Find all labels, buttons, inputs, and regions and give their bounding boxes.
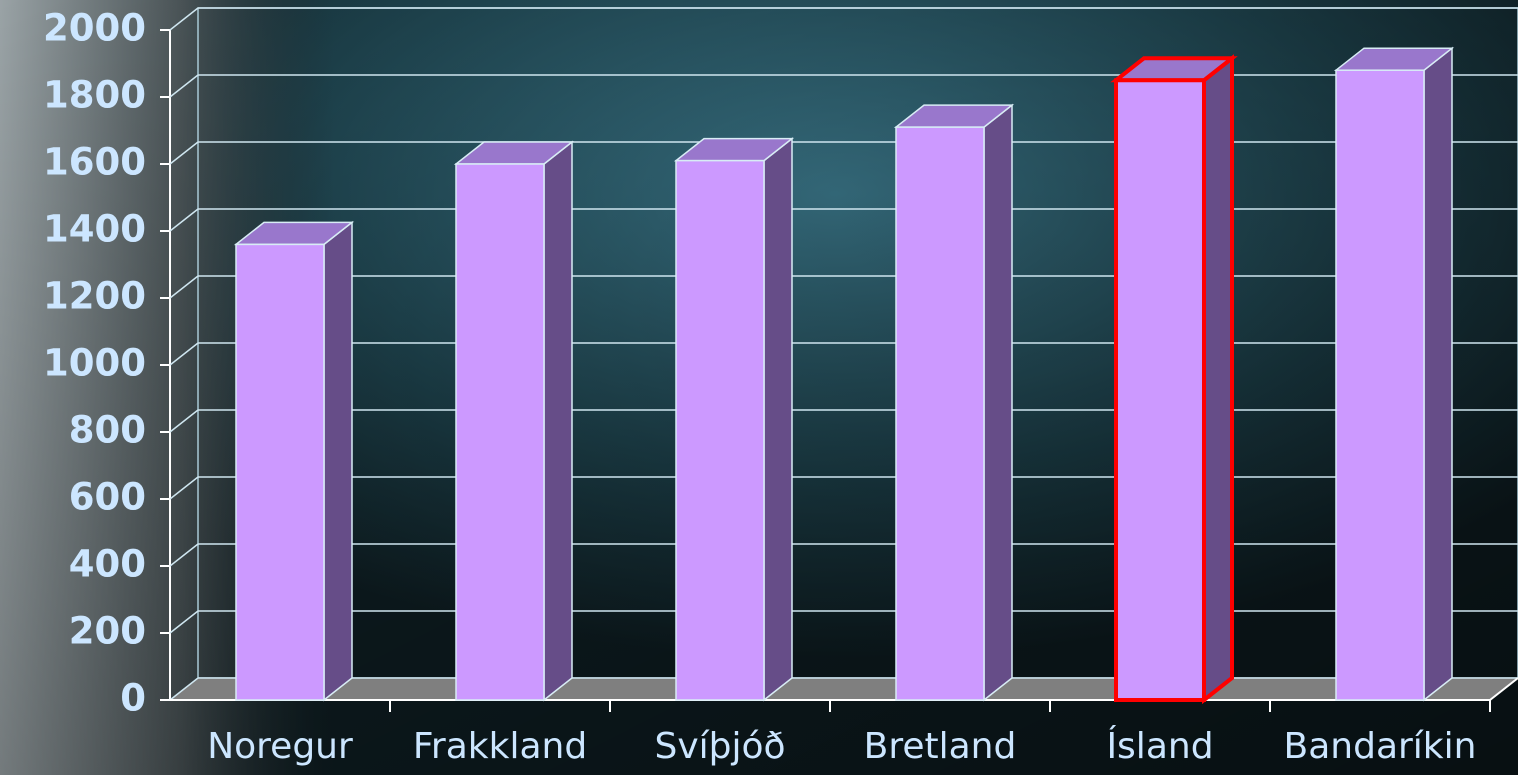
x-tick-label: Bandaríkin	[1284, 726, 1477, 767]
bar	[1336, 70, 1424, 700]
x-tick-label: Svíþjóð	[654, 726, 785, 767]
bar	[1116, 80, 1204, 700]
bar	[236, 244, 324, 700]
y-tick-label: 1400	[43, 208, 146, 251]
y-tick-label: 1800	[43, 74, 146, 117]
bar-side	[1204, 58, 1232, 700]
y-tick-label: 400	[69, 543, 146, 586]
x-tick-label: Ísland	[1106, 725, 1213, 767]
bar-side	[544, 142, 572, 700]
bar	[896, 127, 984, 700]
page: 0 200 400 600 800 1000 1200 1400 1600 1800 2000 Nor…	[0, 0, 1518, 775]
bar-side	[324, 222, 352, 700]
x-tick-label: Frakkland	[413, 726, 587, 767]
x-tick-label: Bretland	[864, 726, 1017, 767]
y-tick-label: 2000	[43, 7, 146, 50]
y-tick-label: 800	[69, 409, 146, 452]
y-tick-label: 600	[69, 476, 146, 519]
chart: 0 200 400 600 800 1000 1200 1400 1600 1800 2000 Nor…	[0, 0, 1518, 775]
floor	[170, 678, 1518, 700]
y-tick-label: 200	[69, 610, 146, 653]
y-tick-label: 1200	[43, 275, 146, 318]
bar	[676, 161, 764, 700]
x-tick-label: Noregur	[207, 726, 353, 767]
bar-side	[984, 105, 1012, 700]
bar	[456, 164, 544, 700]
y-tick-label: 1600	[43, 141, 146, 184]
y-tick-label: 0	[120, 677, 146, 720]
bar-side	[764, 139, 792, 700]
bar-side	[1424, 48, 1452, 700]
y-tick-label: 1000	[43, 342, 146, 385]
